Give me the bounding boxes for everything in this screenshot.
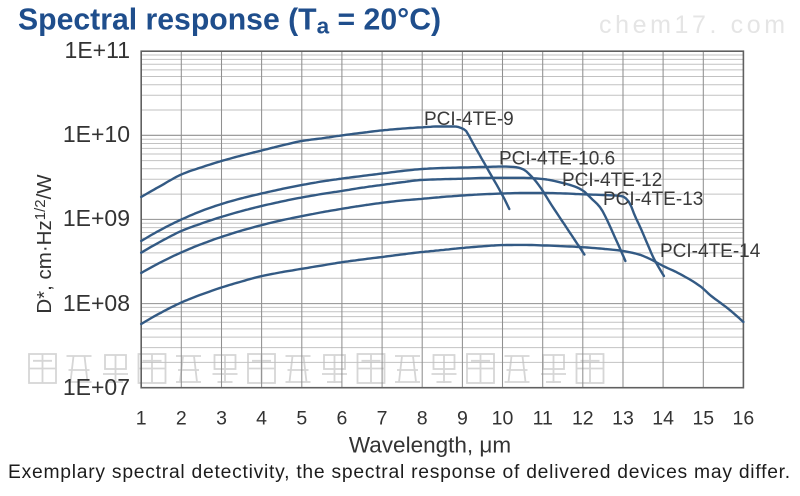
svg-text:3: 3 bbox=[216, 408, 227, 430]
svg-text:2: 2 bbox=[176, 408, 187, 430]
svg-text:1: 1 bbox=[136, 408, 147, 430]
svg-text:1E+07: 1E+07 bbox=[63, 374, 130, 400]
svg-text:11: 11 bbox=[533, 408, 553, 430]
svg-text:PCI-4TE-13: PCI-4TE-13 bbox=[603, 189, 703, 210]
svg-text:14: 14 bbox=[652, 408, 674, 430]
svg-text:1E+11: 1E+11 bbox=[65, 37, 130, 63]
svg-text:8: 8 bbox=[417, 408, 428, 430]
svg-text:9: 9 bbox=[457, 408, 468, 430]
svg-text:PCI-4TE-9: PCI-4TE-9 bbox=[424, 109, 514, 130]
svg-text:PCI-4TE-10.6: PCI-4TE-10.6 bbox=[499, 149, 615, 170]
svg-text:15: 15 bbox=[692, 408, 714, 430]
svg-text:1E+10: 1E+10 bbox=[63, 121, 130, 147]
svg-text:Exemplary spectral detectivity: Exemplary spectral detectivity, the spec… bbox=[8, 462, 791, 483]
svg-text:chem17. com: chem17. com bbox=[599, 11, 789, 39]
svg-text:PCI-4TE-14: PCI-4TE-14 bbox=[660, 241, 761, 262]
svg-text:D*, cm·Hz1/2/W: D*, cm·Hz1/2/W bbox=[32, 174, 56, 314]
svg-text:5: 5 bbox=[296, 408, 307, 430]
svg-text:Spectral response (Ta = 20°C): Spectral response (Ta = 20°C) bbox=[18, 4, 441, 39]
svg-text:13: 13 bbox=[612, 408, 634, 430]
svg-text:4: 4 bbox=[256, 408, 267, 430]
svg-text:10: 10 bbox=[492, 408, 514, 430]
svg-text:Wavelength, μm: Wavelength, μm bbox=[349, 433, 511, 458]
svg-text:1E+08: 1E+08 bbox=[63, 290, 130, 316]
svg-text:16: 16 bbox=[733, 408, 755, 430]
svg-text:PCI-4TE-12: PCI-4TE-12 bbox=[562, 170, 662, 191]
svg-text:6: 6 bbox=[336, 408, 347, 430]
svg-text:7: 7 bbox=[377, 408, 388, 430]
svg-text:12: 12 bbox=[572, 408, 594, 430]
svg-text:1E+09: 1E+09 bbox=[63, 205, 130, 231]
